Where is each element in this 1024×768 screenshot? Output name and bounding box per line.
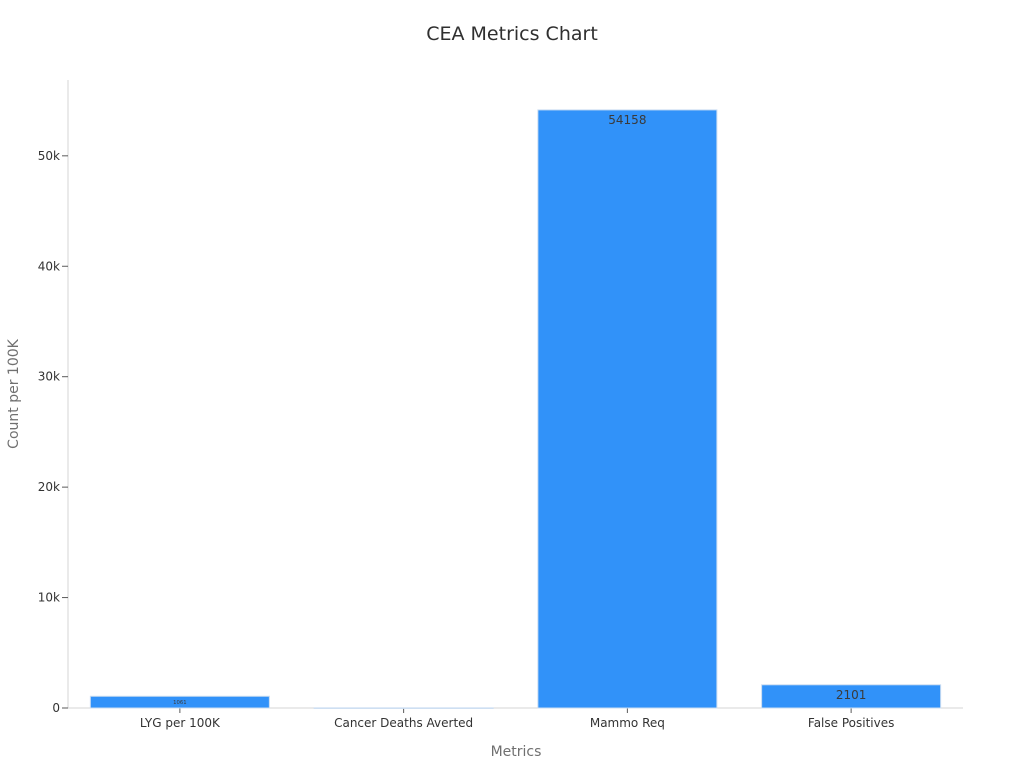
y-axis-title: Count per 100K xyxy=(6,338,22,448)
bar-data-label: 54158 xyxy=(608,113,646,127)
x-tick-label: False Positives xyxy=(808,716,894,730)
bar xyxy=(537,109,718,709)
y-tick-label: 30k xyxy=(38,370,60,384)
y-tick-label: 40k xyxy=(38,259,60,273)
x-axis-title: Metrics xyxy=(491,744,542,760)
x-tick-label: LYG per 100K xyxy=(140,716,221,730)
bar xyxy=(761,684,942,709)
axes: 0 10k 20k 30k 40k 50k LYG per 100K Cancer Death… xyxy=(38,80,963,730)
y-tick-label: 20k xyxy=(38,480,60,494)
chart-title: CEA Metrics Chart xyxy=(426,23,598,45)
bar xyxy=(89,695,270,709)
y-tick-label: 10k xyxy=(38,591,60,605)
bar-series: 1061 54158 2101 xyxy=(89,109,942,709)
y-tick-label: 0 xyxy=(52,701,60,715)
bar-data-label: 1061 xyxy=(173,700,186,706)
bar-data-label: 2101 xyxy=(836,688,867,702)
bar xyxy=(313,707,494,709)
x-tick-label: Cancer Deaths Averted xyxy=(334,716,473,730)
y-tick-label: 50k xyxy=(38,149,60,163)
x-tick-label: Mammo Req xyxy=(590,716,665,730)
